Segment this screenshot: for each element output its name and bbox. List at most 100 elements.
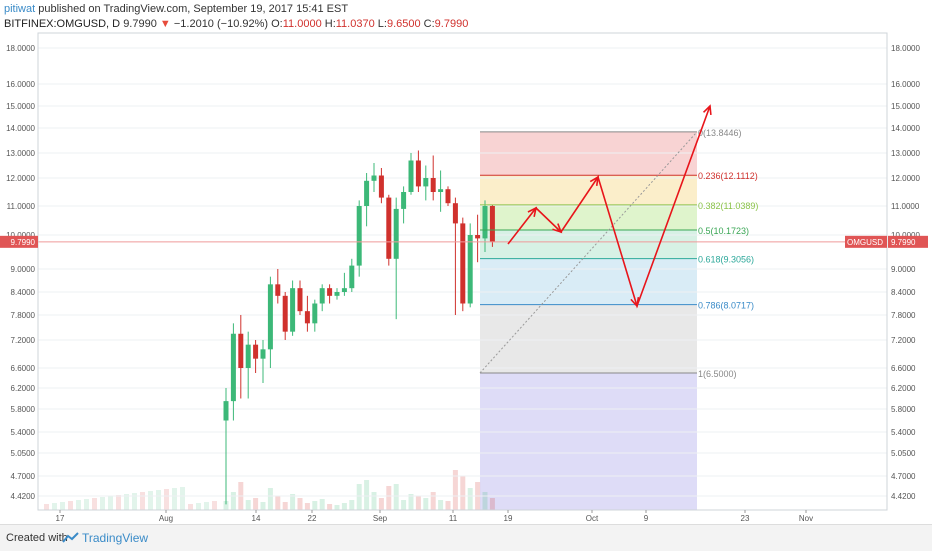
volume-bar bbox=[408, 494, 414, 510]
author-link[interactable]: pitiwat bbox=[4, 3, 36, 15]
candle-body bbox=[475, 235, 481, 239]
price-label-bg-axis bbox=[888, 235, 928, 248]
x-tick-label: 22 bbox=[308, 514, 317, 523]
volume-bar bbox=[68, 501, 73, 510]
volume-bar bbox=[275, 496, 281, 510]
price-change: −1.2010 (−10.92%) bbox=[173, 18, 269, 30]
y-tick-label-right: 6.6000 bbox=[891, 364, 916, 373]
volume-bar bbox=[290, 494, 296, 510]
volume-bar bbox=[92, 498, 97, 510]
y-tick-label-right: 11.0000 bbox=[891, 202, 920, 211]
y-tick-label-left: 4.4200 bbox=[11, 492, 36, 501]
volume-bar bbox=[156, 490, 161, 510]
price-chart[interactable]: 0(13.8446) 0.236(12.1112) 0.382(11.0389) 0.… bbox=[0, 0, 932, 524]
close-value: 9.7990 bbox=[434, 18, 469, 30]
projection-path bbox=[507, 105, 711, 309]
high-value: 11.0370 bbox=[335, 18, 375, 30]
footer-bar: Created with TradingView bbox=[0, 524, 932, 551]
projection-arrowhead bbox=[527, 206, 538, 217]
tradingview-link[interactable]: TradingView bbox=[82, 531, 149, 545]
x-tick-label: 17 bbox=[56, 514, 65, 523]
y-tick-label-left: 11.0000 bbox=[7, 202, 36, 211]
y-tick-label-right: 5.0500 bbox=[891, 449, 916, 458]
fib-label: 1(6.5000) bbox=[698, 369, 737, 379]
y-tick-label-right: 18.0000 bbox=[891, 44, 920, 53]
candle-body bbox=[460, 223, 466, 304]
open-value: 11.0000 bbox=[282, 18, 322, 30]
volume-bar bbox=[304, 503, 310, 510]
volume-bar bbox=[430, 492, 436, 510]
volume-bar bbox=[460, 476, 466, 510]
y-tick-label-left: 9.0000 bbox=[11, 265, 36, 274]
volume-bar bbox=[204, 502, 209, 510]
price-label-left-value: 9.7990 bbox=[11, 238, 36, 247]
volume-bar bbox=[386, 486, 392, 510]
fib-label: 0.5(10.1723) bbox=[698, 226, 749, 236]
high-label: H: bbox=[324, 18, 336, 30]
volume-bar bbox=[196, 503, 201, 510]
candle-body bbox=[297, 288, 303, 312]
y-tick-label-left: 12.0000 bbox=[6, 174, 35, 183]
candle-body bbox=[386, 197, 392, 259]
volume-bar bbox=[327, 504, 333, 510]
candle-body bbox=[260, 349, 266, 359]
volume-bar bbox=[44, 504, 49, 510]
candle-body bbox=[245, 344, 251, 368]
volume-bar bbox=[148, 491, 153, 510]
y-tick-label-left: 15.0000 bbox=[6, 102, 35, 111]
candle-body bbox=[230, 333, 236, 402]
x-tick-label: 23 bbox=[741, 514, 750, 523]
volume-bar bbox=[364, 480, 370, 510]
volume-bar bbox=[312, 501, 318, 510]
x-tick-label: Oct bbox=[586, 514, 599, 523]
y-tick-label-left: 14.0000 bbox=[6, 124, 35, 133]
volume-bar bbox=[76, 500, 81, 510]
x-tick-label: Nov bbox=[799, 514, 813, 523]
volume-bar bbox=[489, 498, 495, 510]
y-tick-label-right: 16.0000 bbox=[891, 80, 920, 89]
y-tick-label-right: 4.4200 bbox=[891, 492, 916, 501]
y-tick-label-left: 4.7000 bbox=[11, 472, 36, 481]
fib-label: 0.786(8.0717) bbox=[698, 301, 754, 311]
candle-body bbox=[349, 265, 355, 289]
candle-body bbox=[334, 292, 340, 296]
volume-bar bbox=[393, 484, 399, 510]
tradingview-logo-icon bbox=[62, 532, 79, 543]
y-tick-label-left: 8.4000 bbox=[11, 288, 36, 297]
volume-bar bbox=[180, 487, 185, 510]
last-price: 9.7990 bbox=[123, 18, 157, 30]
volume-bar bbox=[172, 488, 177, 510]
candle-body bbox=[304, 311, 310, 324]
fib-zone bbox=[480, 304, 697, 373]
fib-label: 0(13.8446) bbox=[698, 128, 742, 138]
candle-body bbox=[393, 208, 399, 259]
x-tick-label: 11 bbox=[449, 514, 458, 523]
projection-arrowhead bbox=[589, 175, 600, 187]
y-tick-label-right: 5.8000 bbox=[891, 405, 916, 414]
fib-zone bbox=[480, 204, 697, 231]
x-tick-label: 14 bbox=[252, 514, 261, 523]
volume-bar bbox=[223, 501, 229, 510]
created-with-text: Created with bbox=[6, 532, 68, 544]
volume-bar bbox=[423, 498, 429, 510]
projection-arrowhead bbox=[552, 223, 563, 234]
price-label-axis-value: 9.7990 bbox=[891, 238, 916, 247]
volume-bar bbox=[467, 488, 473, 510]
y-tick-label-right: 7.8000 bbox=[891, 311, 916, 320]
volume-bar bbox=[401, 500, 407, 510]
volume-bar bbox=[100, 497, 105, 510]
volume-bar bbox=[124, 494, 129, 510]
y-tick-label-right: 12.0000 bbox=[891, 174, 920, 183]
candle-body bbox=[267, 284, 273, 350]
projection-arrowhead bbox=[630, 296, 640, 308]
volume-bar bbox=[140, 492, 145, 510]
candle-body bbox=[438, 189, 444, 192]
candle-body bbox=[401, 192, 407, 209]
candle-body bbox=[364, 180, 370, 206]
volume-bar bbox=[356, 484, 362, 510]
x-tick-label: Aug bbox=[159, 514, 173, 523]
volume-bar bbox=[132, 493, 137, 510]
volume-bar bbox=[253, 498, 259, 510]
volume-bar bbox=[415, 496, 421, 510]
volume-bar bbox=[297, 498, 303, 510]
